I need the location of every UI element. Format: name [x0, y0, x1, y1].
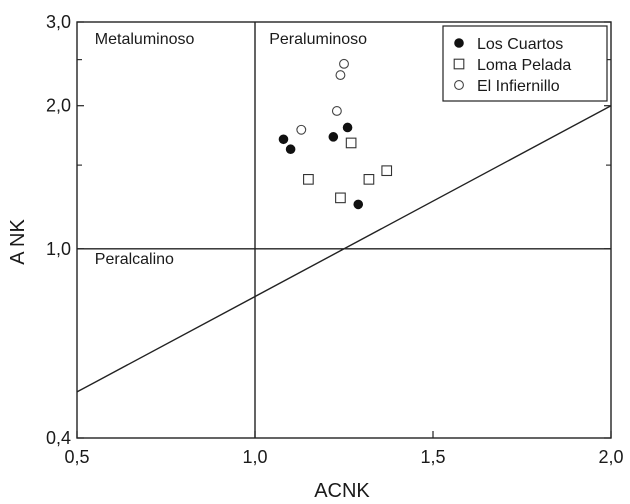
region-label: Peralcalino [95, 251, 174, 268]
y-tick-label: 3,0 [46, 12, 71, 32]
plot-area [76, 21, 612, 439]
x-tick-label: 0,5 [64, 447, 89, 467]
point-los-cuartos [328, 132, 339, 142]
point-el-infiernillo [296, 124, 307, 135]
x-tick-label: 1,0 [242, 447, 267, 467]
point-loma-pelada [363, 174, 375, 185]
axis-ticks [76, 21, 612, 439]
point-loma-pelada [345, 137, 357, 149]
point-el-infiernillo [339, 58, 349, 69]
y-tick-label: 2,0 [46, 96, 71, 116]
point-loma-pelada [303, 174, 314, 185]
y-axis-title: A NK [7, 219, 29, 265]
reference-line-diagonal [76, 105, 612, 393]
legend-marker [453, 58, 465, 70]
point-los-cuartos [353, 199, 364, 210]
point-el-infiernillo [331, 105, 342, 116]
reference-lines [76, 22, 612, 438]
region-labels: Metaluminoso Peraluminoso Peralcalino [95, 31, 367, 268]
point-loma-pelada [381, 165, 393, 177]
legend-label: El Infiernillo [477, 78, 560, 95]
y-tick-label: 0,4 [46, 428, 71, 448]
region-label: Peraluminoso [269, 31, 367, 48]
legend-label: Los Cuartos [477, 36, 563, 53]
plot-frame [76, 21, 612, 439]
x-tick-label: 1,5 [420, 447, 445, 467]
data-points [278, 58, 393, 210]
legend-marker [454, 38, 464, 48]
legend-label: Loma Pelada [477, 57, 571, 74]
x-axis-title: ACNK [314, 480, 370, 502]
legend-marker [454, 80, 464, 90]
legend-box [442, 25, 608, 102]
region-label: Metaluminoso [95, 31, 195, 48]
tick-labels: 0,5 1,0 1,5 2,0 0,4 1,0 2,0 3,0 [46, 12, 624, 467]
point-los-cuartos [285, 144, 296, 155]
point-los-cuartos [278, 134, 289, 145]
point-los-cuartos [342, 122, 353, 133]
y-tick-label: 1,0 [46, 239, 71, 259]
point-loma-pelada [335, 192, 346, 204]
x-tick-label: 2,0 [598, 447, 623, 467]
point-el-infiernillo [335, 70, 346, 81]
legend: Los Cuartos Loma Pelada El Infiernillo [442, 25, 608, 102]
